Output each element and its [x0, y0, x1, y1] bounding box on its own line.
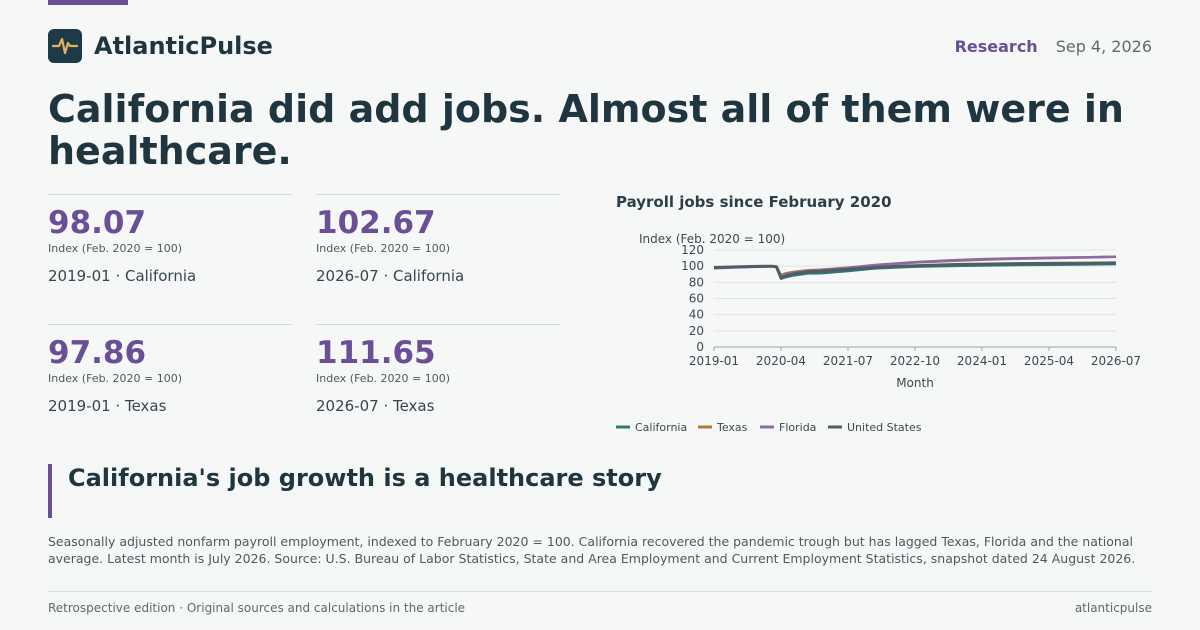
kpi-unit: Index (Feb. 2020 = 100)	[316, 372, 451, 385]
x-tick-label: 2022-10	[890, 354, 940, 368]
kpi-label: 2019-01 · California	[48, 267, 197, 285]
line-chart: Index (Feb. 2020 = 100) 0 20 40 60 80 100 120 20…	[616, 232, 1141, 434]
chart-caption: Seasonally adjusted nonfarm payroll empl…	[48, 534, 1136, 566]
kpi-label: 2019-01 · Texas	[48, 397, 167, 415]
kpi-label: 2026-07 · Texas	[316, 397, 435, 415]
kpi-value: 97.86	[48, 335, 147, 371]
kpi-label: 2026-07 · California	[316, 267, 465, 285]
brand-name: AtlanticPulse	[94, 32, 273, 60]
series-line-united-states	[713, 261, 1117, 280]
section-link[interactable]: Research	[954, 36, 1038, 56]
y-tick-label: 40	[689, 308, 704, 322]
chart-title: Payroll jobs since February 2020	[616, 193, 892, 211]
x-tick-label: 2020-04	[756, 354, 806, 368]
kpi-unit: Index (Feb. 2020 = 100)	[316, 242, 451, 255]
x-tick-label: 2026-07	[1091, 354, 1141, 368]
kpi-card: 97.86 Index (Feb. 2020 = 100) 2019-01 · …	[48, 324, 292, 454]
y-tick-label: 0	[696, 340, 704, 354]
kpi-card: 98.07 Index (Feb. 2020 = 100) 2019-01 · …	[48, 194, 292, 324]
headline: California did add jobs. Almost all of t…	[48, 87, 1124, 173]
y-tick-label: 120	[681, 243, 704, 257]
footer-site[interactable]: atlanticpulse	[1074, 601, 1152, 615]
brand[interactable]: AtlanticPulse	[48, 29, 273, 63]
x-tick-label: 2019-01	[689, 354, 739, 368]
footer-note: Retrospective edition · Original sources…	[48, 601, 466, 615]
legend-label: Florida	[779, 421, 816, 434]
y-tick-label: 20	[689, 324, 704, 338]
y-tick-label: 100	[681, 259, 704, 273]
footer: Retrospective edition · Original sources…	[48, 591, 1152, 615]
publish-date: Sep 4, 2026	[1055, 36, 1152, 56]
top-accent-bar	[48, 0, 128, 5]
header: AtlanticPulse Research Sep 4, 2026	[48, 28, 1152, 64]
y-tick-label: 60	[689, 292, 704, 306]
x-tick-label: 2025-04	[1024, 354, 1074, 368]
y-axis-label: Index (Feb. 2020 = 100)	[639, 232, 785, 246]
kpi-grid: 98.07 Index (Feb. 2020 = 100) 2019-01 · …	[48, 194, 560, 454]
y-tick-label: 80	[689, 275, 704, 289]
kpi-unit: Index (Feb. 2020 = 100)	[48, 372, 183, 385]
legend-label: California	[635, 421, 687, 434]
callout: California's job growth is a healthcare …	[48, 464, 1152, 518]
chart-panel: Payroll jobs since February 2020 Index (…	[616, 190, 1152, 440]
x-tick-label: 2021-07	[823, 354, 873, 368]
callout-text: California's job growth is a healthcare …	[68, 464, 662, 492]
kpi-unit: Index (Feb. 2020 = 100)	[48, 242, 183, 255]
kpi-card: 111.65 Index (Feb. 2020 = 100) 2026-07 ·…	[316, 324, 560, 454]
kpi-value: 111.65	[316, 335, 436, 371]
pulse-icon	[48, 29, 82, 63]
kpi-value: 98.07	[48, 205, 147, 241]
x-tick-label: 2024-01	[957, 354, 1007, 368]
legend-label: United States	[847, 421, 922, 434]
kpi-card: 102.67 Index (Feb. 2020 = 100) 2026-07 ·…	[316, 194, 560, 324]
legend-label: Texas	[716, 421, 748, 434]
kpi-value: 102.67	[316, 205, 436, 241]
x-axis-label: Month	[896, 376, 934, 390]
